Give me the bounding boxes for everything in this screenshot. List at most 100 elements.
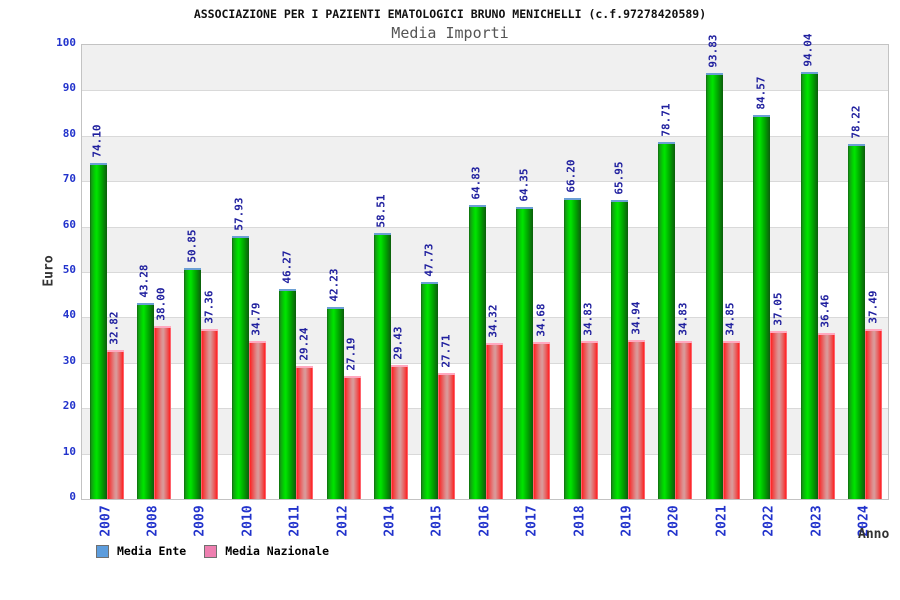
chart-subtitle: Media Importi	[391, 24, 509, 42]
value-label-media-nazionale-2024: 37.49	[866, 290, 880, 324]
value-label-media-nazionale-2015: 27.71	[439, 334, 453, 368]
x-tick-label-2007: 2007	[98, 505, 113, 537]
bar-media-ente-2011	[279, 288, 297, 499]
bar-media-ente-2008	[136, 302, 154, 499]
y-tick-label: 20	[62, 399, 76, 413]
value-label-media-ente-2012: 42.23	[327, 268, 341, 302]
gridline	[82, 181, 888, 183]
y-tick-label: 50	[62, 263, 76, 276]
value-label-media-nazionale-2014: 29.43	[391, 326, 405, 360]
value-label-media-ente-2019: 65.95	[612, 161, 626, 195]
bar-media-ente-2012	[326, 307, 344, 499]
value-label-media-ente-2024: 78.22	[849, 105, 863, 139]
x-tick-label-2016: 2016	[477, 505, 493, 537]
bar-media-nazionale-2022	[770, 330, 788, 499]
value-label-media-ente-2017: 64.35	[517, 168, 531, 202]
y-tick-label: 30	[62, 353, 76, 367]
x-axis-title: Anno	[858, 527, 890, 542]
bar-media-nazionale-2023	[817, 333, 835, 499]
x-tick-label-2012: 2012	[335, 505, 351, 537]
bar-media-ente-2010	[231, 236, 249, 499]
bar-media-nazionale-2014	[390, 365, 408, 499]
bar-media-nazionale-2018	[580, 340, 598, 499]
value-label-media-nazionale-2007: 32.82	[107, 311, 121, 345]
y-tick-label: 40	[62, 308, 76, 322]
value-label-media-nazionale-2011: 29.24	[297, 327, 311, 361]
bar-media-ente-2021	[705, 73, 723, 499]
x-tick-label-2010: 2010	[240, 505, 256, 537]
value-label-media-ente-2009: 50.85	[185, 229, 199, 263]
bar-media-nazionale-2021	[722, 340, 740, 499]
bar-media-ente-2009	[184, 268, 202, 499]
value-label-media-ente-2008: 43.28	[137, 263, 151, 298]
value-label-media-nazionale-2021: 34.85	[723, 302, 737, 336]
legend-swatch-media-ente	[96, 544, 109, 558]
x-tick-label-2017: 2017	[524, 505, 540, 537]
bar-media-nazionale-2012	[343, 375, 361, 499]
x-tick-label-2014: 2014	[382, 505, 398, 537]
bar-media-nazionale-2016	[485, 343, 503, 499]
y-tick-label: 70	[62, 172, 76, 186]
bar-media-ente-2020	[658, 141, 676, 499]
value-label-media-nazionale-2019: 34.94	[629, 301, 643, 335]
value-label-media-nazionale-2022: 37.05	[771, 292, 785, 326]
gridline	[82, 90, 888, 92]
bar-media-nazionale-2015	[438, 373, 456, 499]
x-tick-label-2020: 2020	[666, 505, 682, 537]
bar-media-ente-2022	[753, 115, 771, 499]
value-label-media-nazionale-2018: 34.83	[581, 302, 595, 336]
value-label-media-ente-2010: 57.93	[232, 197, 246, 231]
legend-label-media-nazionale: Media Nazionale	[225, 544, 330, 558]
x-tick-label-2011: 2011	[287, 505, 303, 537]
gridline	[82, 135, 888, 137]
y-tick-label: 80	[62, 126, 76, 140]
x-tick-label-2015: 2015	[429, 505, 445, 537]
value-label-media-nazionale-2009: 37.36	[202, 290, 216, 324]
bar-media-ente-2007	[89, 162, 107, 499]
x-tick-label-2022: 2022	[761, 505, 777, 537]
value-label-media-nazionale-2016: 34.32	[486, 304, 500, 338]
bar-media-ente-2016	[468, 204, 486, 499]
bar-media-nazionale-2019	[628, 340, 646, 499]
bar-media-ente-2014	[373, 233, 391, 499]
x-tick-label-2018: 2018	[572, 505, 588, 537]
plot-band	[82, 45, 888, 91]
bar-media-nazionale-2010	[248, 341, 266, 499]
bar-media-ente-2023	[800, 72, 818, 499]
value-label-media-nazionale-2012: 27.19	[344, 336, 358, 371]
value-label-media-ente-2020: 78.71	[659, 103, 673, 137]
value-label-media-nazionale-2023: 36.46	[818, 294, 832, 329]
value-label-media-ente-2021: 93.83	[706, 34, 720, 68]
value-label-media-ente-2011: 46.27	[280, 250, 294, 284]
value-label-media-nazionale-2020: 34.83	[676, 302, 690, 336]
chart-title: ASSOCIAZIONE PER I PAZIENTI EMATOLOGICI …	[193, 7, 707, 21]
bar-media-nazionale-2008	[153, 326, 171, 499]
value-label-media-ente-2018: 66.20	[564, 159, 578, 193]
legend: Media Ente Media Nazionale	[96, 543, 329, 559]
value-label-media-ente-2016: 64.83	[469, 166, 483, 200]
value-label-media-ente-2007: 74.10	[90, 124, 104, 158]
x-tick-label-2008: 2008	[145, 505, 161, 537]
plot-area	[81, 44, 889, 500]
bar-media-nazionale-2024	[865, 328, 883, 499]
bar-media-nazionale-2017	[533, 341, 551, 499]
value-label-media-ente-2023: 94.04	[801, 33, 815, 67]
legend-swatch-media-nazionale	[204, 544, 218, 558]
bar-media-nazionale-2020	[675, 340, 693, 499]
bar-media-ente-2018	[563, 198, 581, 499]
y-tick-label: 0	[69, 490, 76, 503]
bar-media-nazionale-2009	[201, 329, 219, 499]
x-tick-label-2019: 2019	[619, 505, 635, 537]
x-tick-label-2023: 2023	[809, 505, 825, 537]
legend-label-media-ente: Media Ente	[117, 544, 187, 558]
x-tick-label-2021: 2021	[714, 505, 730, 537]
value-label-media-nazionale-2017: 34.68	[534, 302, 548, 337]
bar-media-nazionale-2011	[296, 366, 314, 499]
bar-media-ente-2024	[848, 143, 866, 499]
bar-media-ente-2017	[516, 206, 534, 499]
value-label-media-ente-2015: 47.73	[422, 243, 436, 277]
bar-media-nazionale-2007	[106, 350, 124, 499]
bar-media-ente-2015	[421, 282, 439, 499]
value-label-media-nazionale-2008: 38.00	[154, 287, 168, 322]
